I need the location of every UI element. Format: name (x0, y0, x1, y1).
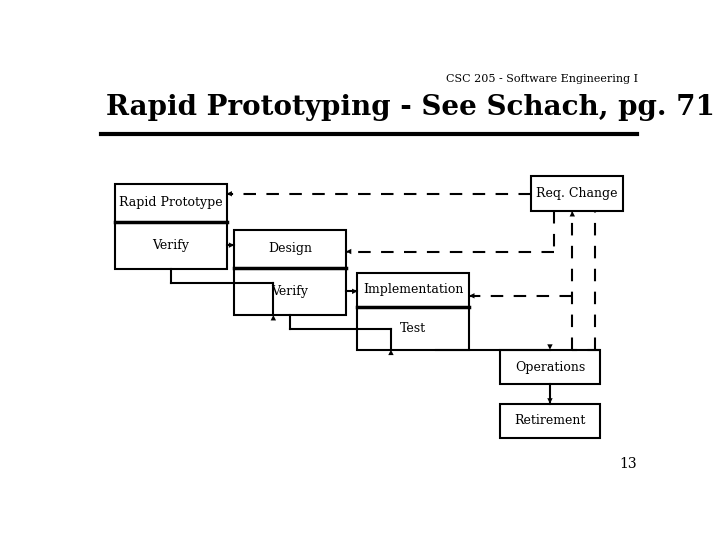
Text: Test: Test (400, 322, 426, 335)
Polygon shape (227, 191, 232, 197)
Bar (234, 231, 346, 315)
Bar (531, 177, 623, 211)
Text: Verify: Verify (152, 239, 189, 252)
Text: Design: Design (268, 242, 312, 255)
Polygon shape (271, 315, 276, 320)
Bar (357, 273, 469, 350)
Polygon shape (352, 289, 357, 294)
Bar (500, 350, 600, 384)
Bar (115, 184, 227, 269)
Polygon shape (547, 398, 553, 403)
Text: Rapid Prototype: Rapid Prototype (119, 196, 222, 210)
Text: Rapid Prototyping - See Schach, pg. 71: Rapid Prototyping - See Schach, pg. 71 (106, 94, 714, 121)
Text: Implementation: Implementation (363, 283, 464, 296)
Polygon shape (229, 242, 234, 248)
Bar (500, 403, 600, 438)
Polygon shape (469, 293, 474, 299)
Text: CSC 205 - Software Engineering I: CSC 205 - Software Engineering I (446, 74, 639, 84)
Polygon shape (547, 345, 553, 350)
Text: Operations: Operations (515, 361, 585, 374)
Polygon shape (346, 249, 351, 254)
Text: Req. Change: Req. Change (536, 187, 618, 200)
Polygon shape (388, 350, 394, 355)
Text: Retirement: Retirement (514, 414, 585, 428)
Text: Verify: Verify (271, 285, 309, 298)
Polygon shape (570, 211, 575, 217)
Text: 13: 13 (619, 457, 637, 471)
